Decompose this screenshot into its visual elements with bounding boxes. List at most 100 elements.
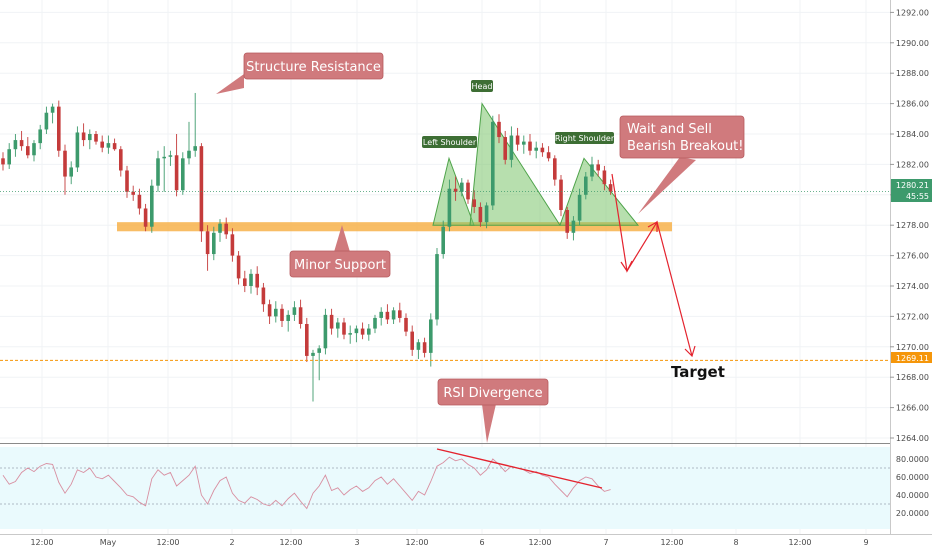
head-tag: Head [471,80,493,92]
time-tick-label: 9 [863,538,868,547]
candle-body [199,146,204,232]
wait-and-sell-callout[interactable]: Wait and Sell Bearish Breakout! [619,115,745,214]
candle-body [416,342,421,350]
candle-body [193,146,197,151]
svg-text:Right Shoulder: Right Shoulder [555,134,615,143]
time-axis[interactable]: 12:00 May 12:00 2 12:00 3 12:00 6 12:00 7 12:00 8 12… [30,538,868,547]
candle-body [509,135,514,160]
candle-body [602,170,607,185]
price-tick-label: 1292.00 [896,8,929,17]
price-tick-label: 1282.00 [896,160,929,169]
candle-body [336,322,340,329]
structure-resistance-callout[interactable]: Structure Resistance [216,52,384,94]
svg-text:Structure Resistance: Structure Resistance [246,60,381,75]
time-tick-label: 12:00 [156,538,179,547]
candle-body [81,132,86,141]
candle-body [410,331,414,350]
price-tick-label: 1284.00 [896,130,929,139]
candle-body [391,310,396,320]
price-tick-label: 1278.00 [896,221,929,230]
candle-body [317,348,321,353]
candle-body [503,137,507,160]
candle-body [274,308,278,317]
target-price-tag: 1269.11 [891,352,932,363]
candle-body [112,143,117,150]
support-zone[interactable] [117,222,672,232]
candle-body [280,308,284,321]
candle-body [143,208,148,227]
candle-body [106,143,111,148]
candle-body [100,141,104,148]
candle-body [367,328,371,335]
rsi-axis[interactable]: 20.0000 40.0000 60.0000 80.0000 [896,455,929,518]
candle-body [236,255,241,279]
price-tick-label: 1288.00 [896,69,929,78]
candle-body [267,304,272,317]
price-tick-label: 1270.00 [896,343,929,352]
svg-text:Head: Head [472,82,493,91]
candle-body [478,206,483,223]
time-tick-label: 12:00 [279,538,302,547]
rsi-band-fill [0,447,890,529]
candle-body [404,317,408,332]
current-price-value: 1280.21 [896,181,929,190]
candle-body [305,324,309,356]
candle-body [441,226,445,255]
right-shoulder-tag: Right Shoulder [555,132,615,144]
candle-body [435,254,439,320]
rsi-divergence-callout[interactable]: RSI Divergence [437,378,549,443]
time-tick-label: 7 [603,538,608,547]
candle-body [584,176,588,195]
candle-body [218,223,222,233]
candle-body [7,149,11,165]
time-tick-label: 12:00 [660,538,683,547]
candle-body [63,150,67,177]
candle-body [298,307,303,324]
candle-body [230,234,235,256]
candle-body [57,106,61,151]
candle-body [205,231,210,255]
price-tick-label: 1276.00 [896,252,929,261]
time-tick-label: May [100,538,117,547]
candle-body [540,147,545,153]
candle-body [261,287,266,305]
rsi-divergence-line [436,448,603,489]
svg-text:Wait and Sell: Wait and Sell [627,122,712,137]
candle-body [385,311,390,320]
time-tick-label: 8 [733,538,738,547]
candle-body [50,106,55,113]
candle-body [69,167,73,177]
candle-body [608,184,613,192]
time-tick-label: 3 [354,538,359,547]
time-tick-label: 12:00 [528,538,551,547]
candle-body [559,179,563,210]
projection-arrows [611,173,696,358]
price-tick-label: 1290.00 [896,39,929,48]
candle-body [497,121,501,138]
svg-text:RSI Divergence: RSI Divergence [443,386,542,401]
candlestick-series [1,92,613,402]
svg-text:Minor Support: Minor Support [294,258,386,273]
candle-body [466,182,470,200]
candle-body [472,199,476,207]
minor-support-callout[interactable]: Minor Support [289,225,391,278]
time-tick-label: 12:00 [30,538,53,547]
candle-body [323,314,328,349]
candle-body [360,328,365,335]
price-axis[interactable]: 1264.00 1266.00 1268.00 1270.00 1272.00 1274.… [890,8,929,443]
candle-body [162,156,166,159]
candle-body [522,141,526,145]
candle-body [131,191,135,195]
time-tick-label: 2 [229,538,234,547]
candle-body [429,319,433,353]
price-tick-label: 1268.00 [896,373,929,382]
candle-body [453,188,458,192]
candle-body [571,220,576,233]
price-tick-label: 1264.00 [896,434,929,443]
svg-text:Left Shoulder: Left Shoulder [423,138,477,147]
candle-body [379,311,383,318]
time-tick-label: 12:00 [405,538,428,547]
current-price-countdown: 45:55 [906,192,929,201]
candle-body [255,273,259,288]
